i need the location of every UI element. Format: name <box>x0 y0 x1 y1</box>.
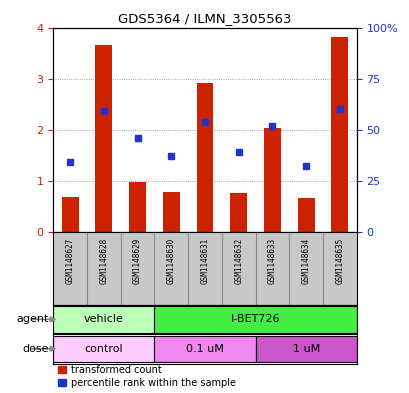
Legend: transformed count, percentile rank within the sample: transformed count, percentile rank withi… <box>58 365 235 388</box>
Bar <box>53 306 154 332</box>
Bar <box>230 193 247 232</box>
Bar <box>263 128 280 232</box>
Text: GSM1148630: GSM1148630 <box>166 238 175 284</box>
Text: I-BET726: I-BET726 <box>230 314 280 324</box>
Text: GSM1148634: GSM1148634 <box>301 238 310 284</box>
Text: GSM1148631: GSM1148631 <box>200 238 209 284</box>
Text: dose: dose <box>22 344 49 354</box>
Text: GSM1148633: GSM1148633 <box>267 238 276 284</box>
Text: 0.1 uM: 0.1 uM <box>186 344 223 354</box>
Text: GSM1148635: GSM1148635 <box>335 238 344 284</box>
Bar <box>196 83 213 232</box>
Bar <box>255 336 356 362</box>
Bar <box>154 306 356 332</box>
Bar <box>162 192 179 232</box>
Bar <box>53 336 154 362</box>
Text: agent: agent <box>17 314 49 324</box>
Text: vehicle: vehicle <box>84 314 124 324</box>
Text: control: control <box>84 344 123 354</box>
Bar <box>297 198 314 232</box>
Bar <box>154 336 255 362</box>
Bar <box>95 46 112 232</box>
Bar <box>330 37 347 232</box>
Bar <box>62 197 79 232</box>
Title: GDS5364 / ILMN_3305563: GDS5364 / ILMN_3305563 <box>118 12 291 25</box>
Text: GSM1148632: GSM1148632 <box>234 238 243 284</box>
Text: GSM1148627: GSM1148627 <box>65 238 74 284</box>
Text: 1 uM: 1 uM <box>292 344 319 354</box>
Bar <box>129 182 146 232</box>
Text: GSM1148628: GSM1148628 <box>99 238 108 284</box>
Text: GSM1148629: GSM1148629 <box>133 238 142 284</box>
